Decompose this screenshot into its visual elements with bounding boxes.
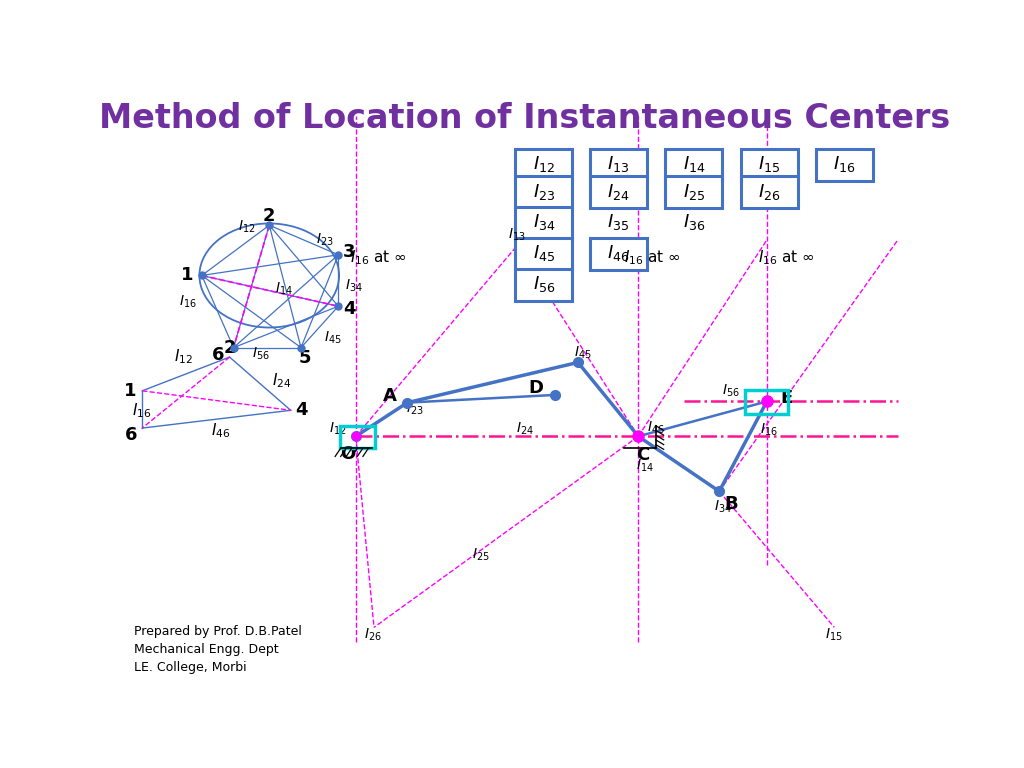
Text: $I_{23}$: $I_{23}$	[532, 181, 555, 201]
Text: $I_{15}$: $I_{15}$	[758, 154, 780, 174]
Text: $I_{12}$: $I_{12}$	[239, 218, 256, 234]
FancyBboxPatch shape	[590, 149, 647, 181]
Text: $I_{16}$ at $\infty$: $I_{16}$ at $\infty$	[759, 248, 815, 267]
Text: E: E	[780, 389, 793, 408]
Text: Method of Location of Instantaneous Centers: Method of Location of Instantaneous Cent…	[99, 102, 950, 135]
Text: $I_{45}$: $I_{45}$	[573, 345, 592, 361]
Text: $I_{24}$: $I_{24}$	[607, 181, 630, 201]
Text: $I_{34}$: $I_{34}$	[345, 277, 364, 293]
Text: $I_{16}$ at $\infty$: $I_{16}$ at $\infty$	[624, 248, 680, 267]
Text: $I_{12}$: $I_{12}$	[532, 154, 555, 174]
Text: $I_{15}$: $I_{15}$	[825, 627, 843, 644]
Text: $I_{26}$: $I_{26}$	[758, 181, 780, 201]
FancyBboxPatch shape	[515, 207, 572, 239]
Text: $I_{46}$: $I_{46}$	[647, 419, 665, 435]
Bar	[744, 389, 788, 415]
FancyBboxPatch shape	[666, 149, 722, 181]
FancyBboxPatch shape	[515, 176, 572, 208]
Bar	[340, 425, 375, 449]
Text: 2: 2	[223, 339, 236, 357]
Text: $I_{16}$: $I_{16}$	[178, 294, 197, 310]
Text: $I_{23}$: $I_{23}$	[407, 400, 424, 417]
FancyBboxPatch shape	[515, 149, 572, 181]
Text: D: D	[528, 379, 544, 397]
FancyBboxPatch shape	[515, 237, 572, 270]
FancyBboxPatch shape	[590, 237, 647, 270]
FancyBboxPatch shape	[666, 176, 722, 208]
FancyBboxPatch shape	[740, 149, 798, 181]
Text: $I_{35}$: $I_{35}$	[607, 212, 630, 232]
FancyBboxPatch shape	[515, 269, 572, 301]
Text: $I_{13}$: $I_{13}$	[508, 227, 525, 243]
Text: $I_{46}$: $I_{46}$	[607, 243, 630, 263]
Text: Prepared by Prof. D.B.Patel
Mechanical Engg. Dept
LE. College, Morbi: Prepared by Prof. D.B.Patel Mechanical E…	[134, 625, 302, 674]
Text: $I_{14}$: $I_{14}$	[683, 154, 706, 174]
Text: 4: 4	[343, 300, 355, 318]
Text: O: O	[340, 445, 355, 463]
Text: $I_{56}$: $I_{56}$	[532, 274, 555, 294]
Text: $I_{34}$: $I_{34}$	[532, 212, 555, 232]
Text: $I_{46}$: $I_{46}$	[211, 421, 230, 440]
Text: $I_{45}$: $I_{45}$	[324, 329, 342, 346]
Text: $I_{34}$: $I_{34}$	[715, 499, 732, 515]
Text: $I_{56}$: $I_{56}$	[253, 346, 270, 362]
Text: $I_{24}$: $I_{24}$	[272, 371, 292, 389]
Text: $I_{25}$: $I_{25}$	[683, 181, 705, 201]
Text: $I_{25}$: $I_{25}$	[472, 546, 490, 563]
Text: $I_{23}$: $I_{23}$	[316, 231, 334, 247]
Text: 2: 2	[263, 207, 275, 225]
Text: $I_{13}$: $I_{13}$	[607, 154, 630, 174]
Text: $I_{45}$: $I_{45}$	[532, 243, 555, 263]
Text: 1: 1	[124, 382, 136, 400]
Text: C: C	[637, 446, 649, 464]
FancyBboxPatch shape	[590, 176, 647, 208]
Text: 4: 4	[296, 402, 308, 419]
Text: $I_{16}$ at $\infty$: $I_{16}$ at $\infty$	[350, 248, 407, 267]
Text: 6: 6	[212, 346, 224, 364]
Text: $I_{14}$: $I_{14}$	[636, 458, 653, 474]
FancyBboxPatch shape	[816, 149, 873, 181]
Text: B: B	[724, 495, 738, 513]
Text: $I_{16}$: $I_{16}$	[132, 401, 152, 419]
Text: $I_{26}$: $I_{26}$	[364, 627, 381, 644]
Text: $I_{12}$: $I_{12}$	[329, 421, 346, 438]
Text: 3: 3	[343, 243, 355, 261]
Text: $I_{56}$: $I_{56}$	[722, 382, 740, 399]
Text: $I_{12}$: $I_{12}$	[174, 347, 193, 366]
Text: $I_{16}$: $I_{16}$	[761, 422, 778, 438]
Text: $I_{14}$: $I_{14}$	[274, 280, 293, 296]
Text: $I_{24}$: $I_{24}$	[516, 421, 534, 438]
Text: $I_{36}$: $I_{36}$	[683, 212, 706, 232]
Text: $I_{16}$: $I_{16}$	[834, 154, 856, 174]
Text: 6: 6	[125, 426, 137, 444]
Text: 5: 5	[299, 349, 311, 367]
Text: A: A	[383, 386, 397, 405]
Text: 1: 1	[181, 266, 194, 284]
FancyBboxPatch shape	[740, 176, 798, 208]
